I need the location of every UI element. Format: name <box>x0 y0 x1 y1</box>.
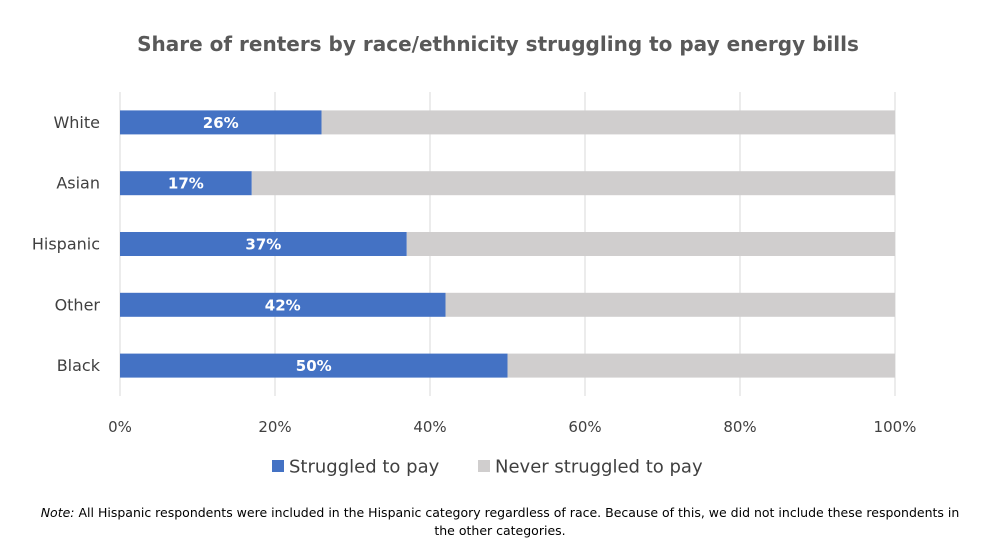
legend-swatch-0 <box>272 460 284 472</box>
chart-title: Share of renters by race/ethnicity strug… <box>137 32 859 56</box>
x-tick-label-40: 40% <box>413 418 446 436</box>
note-prefix: Note: <box>40 505 75 520</box>
bar-other-series-0 <box>120 292 446 317</box>
x-tick-label-60: 60% <box>568 418 601 436</box>
note-text: All Hispanic respondents were included i… <box>74 505 960 538</box>
data-label-white: 26% <box>203 114 239 132</box>
x-tick-labels: 0% 20% 40% 60% 80% 100% <box>108 418 916 436</box>
x-tick-label-20: 20% <box>258 418 291 436</box>
bar-other-series-1 <box>445 292 895 317</box>
bar-asian-series-1 <box>251 171 895 196</box>
data-label-hispanic: 37% <box>245 236 281 254</box>
bar-white-series-1 <box>321 110 895 135</box>
bars: 26% 17% 37% 42% 50% <box>120 110 895 378</box>
bar-white-series-0 <box>120 110 322 135</box>
x-tick-label-100: 100% <box>874 418 917 436</box>
legend-label-0: Struggled to pay <box>289 457 440 478</box>
data-label-asian: 17% <box>168 175 204 193</box>
footnote: Note: All Hispanic respondents were incl… <box>30 504 970 540</box>
legend-label-1: Never struggled to pay <box>495 457 703 478</box>
category-label-white: White <box>53 113 100 132</box>
bar-black-series-0 <box>120 353 508 378</box>
data-label-black: 50% <box>296 357 332 375</box>
bar-hispanic-series-1 <box>406 232 895 256</box>
bar-black-series-1 <box>507 353 895 378</box>
legend-swatch-1 <box>478 460 490 472</box>
bar-hispanic-series-0 <box>120 232 407 256</box>
category-labels: White Asian Hispanic Other Black <box>32 113 101 375</box>
bar-asian-series-0 <box>120 171 252 196</box>
category-label-asian: Asian <box>56 174 100 193</box>
data-label-other: 42% <box>265 296 301 314</box>
category-label-other: Other <box>55 295 101 314</box>
category-label-black: Black <box>57 356 101 375</box>
legend: Struggled to pay Never struggled to pay <box>272 457 703 478</box>
x-tick-label-0: 0% <box>108 418 132 436</box>
x-tick-label-80: 80% <box>723 418 756 436</box>
category-label-hispanic: Hispanic <box>32 235 100 254</box>
